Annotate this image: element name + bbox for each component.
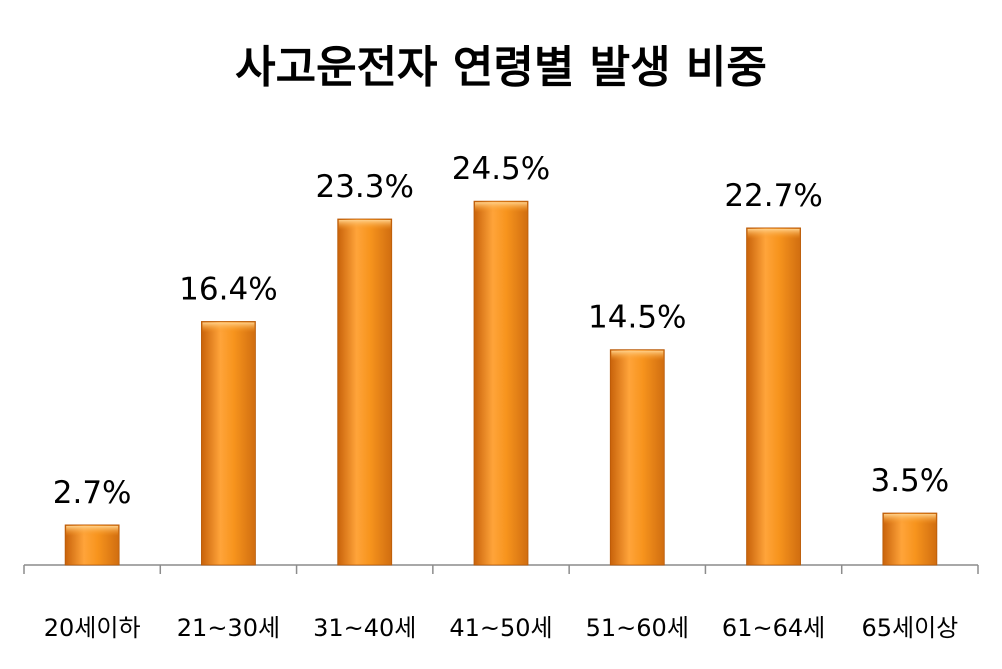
x-tick-label-1: 20세이하	[44, 614, 141, 642]
x-tick-labels: 20세이하 21~30세 31~40세 41~50세 51~60세 61~64세 65세이상	[44, 614, 958, 642]
chart-title: 사고운전자 연령별 발생 비중	[235, 42, 767, 93]
x-tick-label-3: 31~40세	[313, 614, 416, 642]
data-label-5: 14.5%	[588, 300, 686, 336]
data-label-2: 16.4%	[179, 271, 277, 307]
x-tick-label-6: 61~64세	[722, 614, 825, 642]
bar-4	[473, 200, 529, 566]
data-label-3: 23.3%	[315, 169, 413, 205]
bar-highlight	[883, 514, 936, 525]
x-tick-label-7: 65세이상	[861, 614, 958, 642]
bar-highlight	[747, 228, 800, 239]
x-tick-label-2: 21~30세	[177, 614, 280, 642]
bar-highlight	[66, 525, 119, 536]
bar-3	[337, 218, 393, 566]
bar-2	[201, 321, 256, 566]
bar-highlight	[475, 202, 527, 213]
data-label-4: 24.5%	[452, 151, 550, 187]
x-tick-label-5: 51~60세	[586, 614, 689, 642]
x-axis	[23, 564, 979, 574]
bar-highlight	[611, 350, 664, 361]
x-tick-label-4: 41~50세	[449, 614, 552, 642]
data-label-6: 22.7%	[724, 178, 822, 214]
data-labels: 2.7% 16.4% 23.3% 24.5% 14.5% 22.7% 3.5%	[53, 151, 949, 511]
bars	[64, 200, 938, 566]
bar-highlight	[202, 322, 255, 333]
bar-5	[609, 349, 665, 566]
data-label-1: 2.7%	[53, 475, 132, 511]
bar-6	[746, 227, 801, 566]
bar-highlight	[338, 219, 391, 230]
data-label-7: 3.5%	[870, 463, 949, 499]
